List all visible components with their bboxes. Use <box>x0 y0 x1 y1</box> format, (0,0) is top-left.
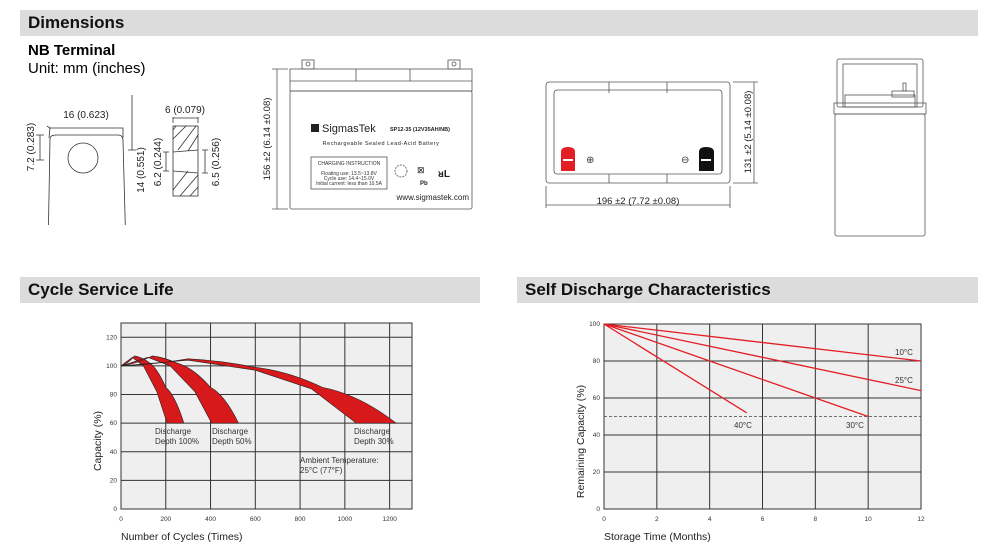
y-tick-label: 60 <box>593 395 601 402</box>
charging-line: Initial current: less than 10.5A <box>316 181 383 187</box>
crossed-bin-icon: ⊠ <box>417 165 425 175</box>
x-tick-label: 800 <box>295 516 306 523</box>
x-tick-label: 2 <box>655 516 659 523</box>
charging-title: CHARGING INSTRUCTION <box>318 161 381 167</box>
capacity-band <box>120 355 239 424</box>
section-self-discharge: Self Discharge Characteristics <box>517 277 978 303</box>
x-tick-label: 10 <box>865 516 873 523</box>
y-tick-label: 40 <box>110 449 118 456</box>
y-axis-label: Capacity (%) <box>92 411 104 471</box>
series-line <box>603 323 869 418</box>
series-label: 30°C <box>846 421 864 430</box>
battery-model: SP12-35 (12V35AH/NB) <box>390 127 450 133</box>
y-tick-label: 80 <box>593 358 601 365</box>
recycle-icon <box>394 164 408 178</box>
unit-label: Unit: mm (inches) <box>28 60 146 77</box>
battery-front-view: SigmasTek SP12-35 (12V35AH/NB) Rechargea… <box>262 59 473 210</box>
charging-line: Cycle use: 14.4~15.0V <box>324 176 375 182</box>
dim-terminal-height-top: 7.2 (0.283) <box>26 123 37 171</box>
terminal-drawing: 16 (0.623) 6 (0.079) 7.2 (0.283) 14 (0.5… <box>26 95 222 225</box>
dim-battery-height: 156 ±2 (6.14 ±0.08) <box>262 98 273 181</box>
negative-symbol-icon: ⊖ <box>681 155 689 166</box>
y-tick-label: 20 <box>593 469 601 476</box>
annotation-line: Discharge <box>212 427 249 436</box>
x-tick-label: 1000 <box>338 516 353 523</box>
x-axis-label: Storage Time (Months) <box>604 531 711 543</box>
capacity-band <box>120 358 397 424</box>
annotation-line: Depth 100% <box>155 437 199 446</box>
section-dimensions: Dimensions <box>20 10 978 36</box>
ul-mark-icon: ᴚL <box>438 169 450 180</box>
charging-line: Floating use: 13.5~13.8V <box>321 171 377 177</box>
battery-subtitle: Rechargeable Sealed Lead-Acid Battery <box>323 141 440 147</box>
y-tick-label: 40 <box>593 432 601 439</box>
dim-terminal-hole-b: 6.5 (0.256) <box>211 138 222 186</box>
x-tick-label: 600 <box>250 516 261 523</box>
battery-top-view: ⊕ ⊖ 196 ±2 (7.72 ±0.08) 131 ±2 (5.14 ±0.… <box>545 81 758 208</box>
annotation-line: 25°C (77°F) <box>300 466 343 475</box>
y-tick-label: 120 <box>106 334 117 341</box>
positive-symbol-icon: ⊕ <box>586 155 594 166</box>
dim-terminal-thickness: 6 (0.079) <box>165 105 205 116</box>
negative-terminal-mark <box>701 159 711 161</box>
cycle-life-chart: 0 200 400 600 800 1000 1200 0 20 40 60 80 100 120 Numb… <box>92 322 413 543</box>
pb-label: Pb <box>420 181 428 187</box>
series-label: 10°C <box>895 348 913 357</box>
y-tick-label: 0 <box>596 506 600 513</box>
sigma-logo-icon <box>311 124 319 132</box>
series-label: 25°C <box>895 376 913 385</box>
x-tick-label: 8 <box>814 516 818 523</box>
series-line <box>603 323 747 414</box>
section-cycle-service-life: Cycle Service Life <box>20 277 480 303</box>
x-tick-label: 200 <box>160 516 171 523</box>
self-discharge-chart: 0 2 4 6 8 10 12 0 20 40 60 80 100 Storage Time (Month… <box>575 321 925 543</box>
dim-terminal-width: 16 (0.623) <box>63 110 109 121</box>
x-tick-label: 6 <box>761 516 765 523</box>
battery-brand: SigmasTek <box>322 123 376 135</box>
y-tick-label: 0 <box>113 506 117 513</box>
x-tick-label: 0 <box>602 516 606 523</box>
dim-terminal-hole-a: 6.2 (0.244) <box>153 138 164 186</box>
y-axis-label: Remaining Capacity (%) <box>575 385 587 498</box>
dim-terminal-height: 14 (0.551) <box>136 147 147 193</box>
battery-side-view <box>833 58 927 237</box>
x-axis-label: Number of Cycles (Times) <box>121 531 243 543</box>
x-tick-label: 4 <box>708 516 712 523</box>
x-tick-label: 12 <box>917 516 925 523</box>
website: www.sigmastek.com <box>396 193 470 202</box>
x-tick-label: 0 <box>119 516 123 523</box>
dim-battery-length: 196 ±2 (7.72 ±0.08) <box>597 196 680 207</box>
y-tick-label: 60 <box>110 420 118 427</box>
series-label: 40°C <box>734 421 752 430</box>
annotation-line: Depth 50% <box>212 437 252 446</box>
x-tick-label: 400 <box>205 516 216 523</box>
terminal-title: NB Terminal <box>28 42 116 59</box>
annotation-line: Ambient Temperature: <box>300 456 379 465</box>
y-tick-label: 20 <box>110 477 118 484</box>
series-line <box>603 323 922 362</box>
y-tick-label: 100 <box>589 321 600 328</box>
capacity-band <box>120 355 185 424</box>
y-tick-label: 80 <box>110 392 118 399</box>
dim-battery-width: 131 ±2 (5.14 ±0.08) <box>743 91 754 174</box>
series-line <box>603 323 922 392</box>
annotation-line: Depth 30% <box>354 437 394 446</box>
y-tick-label: 100 <box>106 363 117 370</box>
positive-terminal-mark <box>563 159 573 161</box>
x-tick-label: 1200 <box>382 516 397 523</box>
annotation-line: Discharge <box>155 427 192 436</box>
annotation-line: Discharge <box>354 427 391 436</box>
